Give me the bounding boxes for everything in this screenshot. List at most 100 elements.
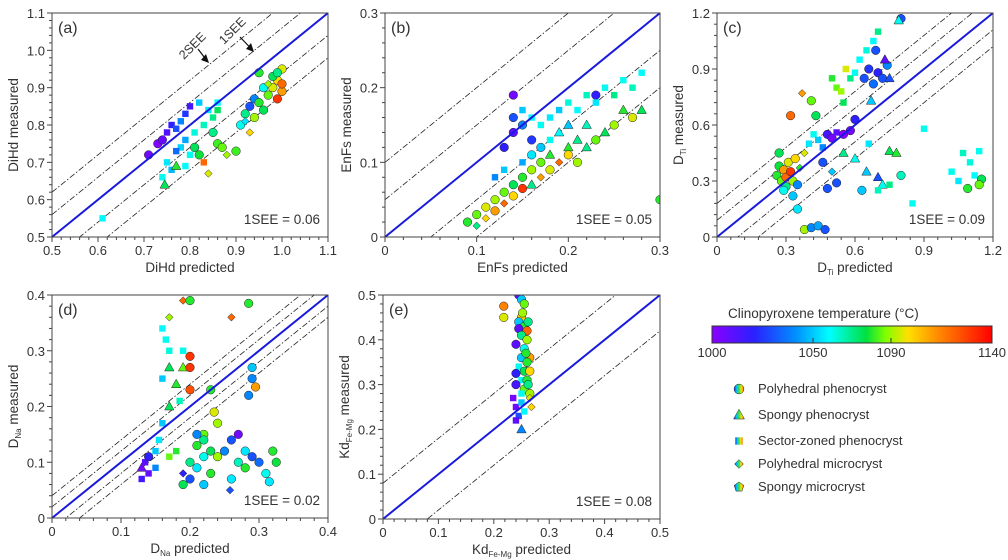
data-point-circle	[247, 362, 257, 373]
data-point-square	[842, 65, 849, 73]
data-point-diamond	[500, 199, 509, 208]
x-tick-label: 0.4	[596, 525, 614, 540]
data-point-square	[515, 412, 522, 420]
data-point-circle	[522, 357, 532, 367]
data-point-diamond	[536, 173, 545, 182]
data-point-circle	[563, 150, 573, 160]
data-point-square	[819, 144, 826, 151]
data-point-circle	[871, 45, 881, 55]
data-point-triangle	[526, 179, 537, 189]
data-point-square	[138, 475, 145, 483]
y-axis-label-main: D	[6, 438, 21, 448]
x-axis-label: KdFe-Mg predicted	[472, 542, 571, 559]
data-point-square	[519, 159, 526, 166]
data-point-triangle	[838, 147, 849, 157]
data-point-circle	[522, 335, 532, 345]
y-tick-label: 0.2	[358, 422, 376, 437]
data-point-circle	[591, 135, 601, 145]
data-point-triangle	[563, 119, 574, 129]
data-point-circle	[490, 195, 500, 205]
data-point-triangle	[581, 141, 592, 152]
data-point-triangle	[572, 134, 583, 144]
data-point-circle	[517, 172, 528, 182]
x-tick-label: 0.9	[915, 243, 933, 258]
data-point-circle	[820, 224, 830, 235]
data-point-circle	[511, 380, 521, 390]
y-axis-label: DTi measured	[671, 85, 688, 165]
x-axis-label-main: DiHd predicted	[145, 260, 234, 275]
data-point-square	[976, 147, 983, 155]
data-point-square	[810, 131, 817, 138]
data-point-triangle	[159, 179, 170, 189]
data-point-circle	[517, 183, 528, 194]
see-line-1-lower	[426, 330, 660, 519]
data-point-triangle	[865, 95, 877, 105]
data-point-circle	[490, 206, 500, 216]
data-point-square	[838, 88, 845, 95]
see-line-1-lower	[65, 305, 328, 518]
data-point-square	[186, 151, 194, 159]
data-point-square	[491, 174, 499, 181]
y-tick-label: 0.9	[692, 62, 710, 77]
x-tick-label: 0.1	[468, 243, 486, 258]
data-point-square	[874, 187, 882, 194]
data-point-diamond	[178, 469, 188, 478]
data-point-circle	[185, 474, 195, 484]
data-point-circle	[206, 446, 216, 456]
data-point-triangle	[544, 149, 556, 159]
data-point-circle	[217, 142, 227, 152]
data-point-triangle	[164, 361, 175, 372]
y-axis-label-subscript: Ti	[679, 149, 688, 156]
data-point-square	[214, 106, 221, 114]
x-tick-label: 0.6	[89, 243, 107, 258]
y-tick-label: 0.7	[27, 155, 45, 170]
data-point-square	[99, 215, 106, 222]
scatter-panel-b: 0 0.1 0.2 0.3 0 0.1 0.2 0.3 EnFs predicted EnFs m…	[339, 6, 669, 275]
colorbar-tick: 1050	[798, 345, 828, 360]
x-axis-label-main: D	[150, 541, 160, 556]
colorbar-tick: 1140	[978, 345, 1006, 360]
data-point-diamond	[797, 89, 807, 98]
data-point-triangle	[599, 126, 611, 137]
x-axis-label-rest: predicted	[512, 542, 571, 557]
data-point-square	[163, 129, 171, 136]
data-point-circle	[499, 312, 509, 322]
data-point-square	[828, 75, 836, 82]
data-point-circle	[213, 452, 223, 462]
annotation-1see: 1SEE	[216, 15, 249, 48]
data-point-square	[620, 77, 627, 84]
data-point-circle	[178, 480, 188, 490]
data-point-circle	[271, 457, 281, 467]
panel-label: (d)	[58, 302, 78, 319]
data-point-circle	[655, 195, 660, 205]
data-point-square	[163, 159, 171, 166]
data-point-diamond	[222, 150, 231, 160]
data-point-square	[840, 99, 847, 106]
data-point-circle	[811, 111, 821, 121]
data-point-square	[856, 56, 863, 63]
data-point-square	[971, 172, 978, 179]
x-tick-label: 0.9	[227, 243, 245, 258]
data-point-square	[166, 453, 173, 460]
data-point-circle	[792, 204, 803, 214]
data-point-square	[196, 99, 203, 106]
data-point-square	[518, 399, 525, 406]
x-tick-label: 0.1	[112, 524, 130, 539]
see-line-2-upper	[52, 13, 274, 193]
data-point-triangle	[171, 160, 182, 170]
legend-diamond-icon	[734, 459, 744, 469]
data-point-triangle	[884, 145, 895, 155]
data-point-circle	[499, 301, 509, 311]
data-point-square	[863, 47, 870, 54]
legend-label-polyhedral-microcryst: Polyhedral microcryst	[758, 456, 883, 471]
y-axis-label-subscript: Na	[14, 428, 23, 439]
legend-square-icon	[735, 437, 743, 445]
data-point-circle	[209, 407, 219, 417]
y-tick-label: 0	[369, 512, 376, 527]
data-point-circle	[508, 112, 518, 123]
y-tick-label: 0.1	[27, 455, 45, 470]
data-point-circle	[247, 452, 257, 462]
x-tick-label: 0.2	[181, 524, 199, 539]
data-point-square	[209, 114, 217, 121]
